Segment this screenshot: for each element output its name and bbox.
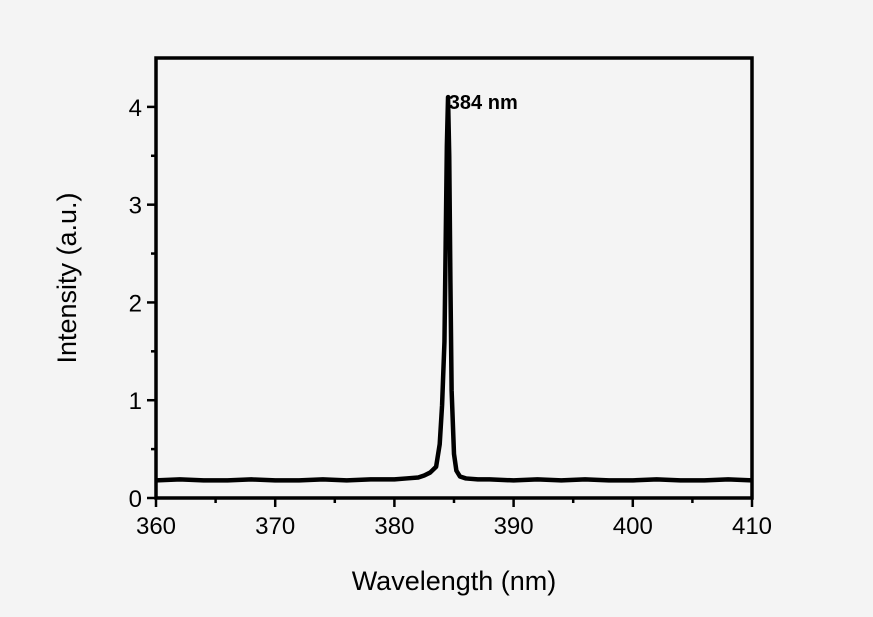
x-tick-label: 400 <box>613 513 653 540</box>
y-axis-title: Intensity (a.u.) <box>52 192 82 363</box>
x-axis-title: Wavelength (nm) <box>352 566 557 596</box>
y-tick-label: 0 <box>129 486 142 513</box>
peak-annotation: 384 nm <box>449 92 518 114</box>
x-tick-label: 380 <box>374 513 414 540</box>
x-tick-label: 390 <box>494 513 534 540</box>
plot-frame <box>154 56 754 500</box>
y-tick-label: 2 <box>129 290 142 317</box>
y-tick-label: 4 <box>129 95 142 122</box>
intensity-line <box>155 94 753 483</box>
y-tick-label: 3 <box>129 193 142 220</box>
labels-layer: 360 370 380 390 400 410 0 1 2 3 4 <box>129 95 772 540</box>
x-tick-label: 410 <box>732 513 772 540</box>
y-tick-label: 1 <box>129 388 142 415</box>
x-tick-label: 370 <box>255 513 295 540</box>
x-tick-label: 360 <box>136 513 176 540</box>
